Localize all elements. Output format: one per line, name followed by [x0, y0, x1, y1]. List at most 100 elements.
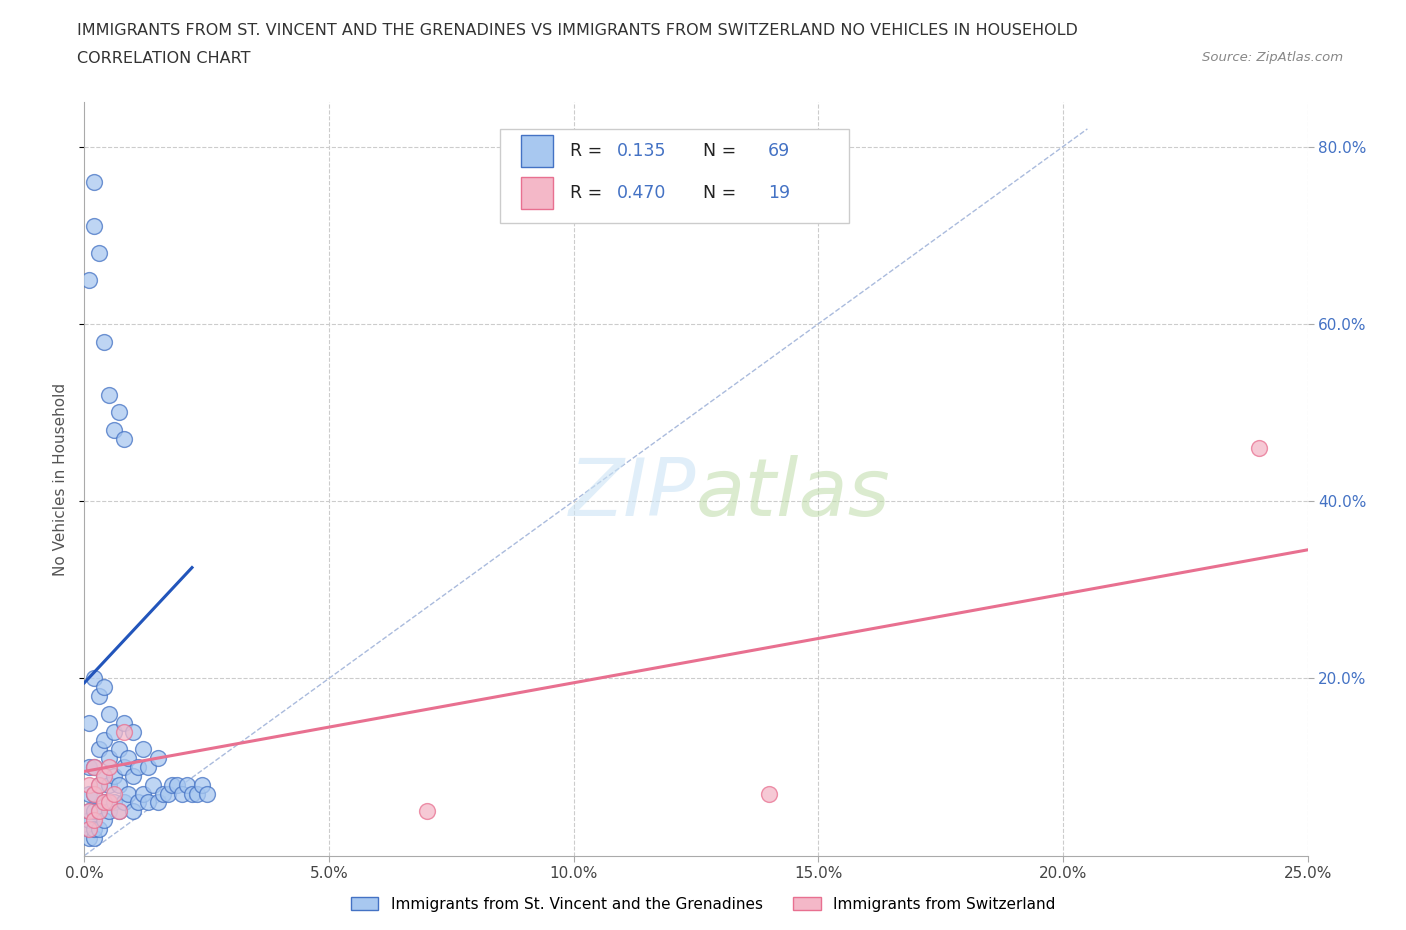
Point	[83, 830, 105, 845]
Point	[77, 804, 100, 818]
Point	[136, 795, 159, 810]
Point	[122, 724, 145, 739]
Point	[93, 795, 115, 810]
Point	[186, 786, 208, 801]
Point	[83, 821, 105, 836]
Point	[97, 760, 120, 775]
Point	[87, 777, 110, 792]
Point	[156, 786, 179, 801]
Point	[93, 795, 115, 810]
Point	[93, 813, 115, 828]
Point	[127, 795, 149, 810]
Text: atlas: atlas	[696, 455, 891, 533]
Point	[97, 795, 120, 810]
Point	[93, 334, 115, 349]
Y-axis label: No Vehicles in Household: No Vehicles in Household	[53, 382, 69, 576]
Point	[87, 777, 110, 792]
Point	[83, 813, 105, 828]
Point	[93, 768, 115, 783]
Point	[166, 777, 188, 792]
Point	[127, 760, 149, 775]
Point	[1247, 441, 1270, 456]
Point	[97, 707, 120, 722]
Point	[97, 777, 120, 792]
Text: Source: ZipAtlas.com: Source: ZipAtlas.com	[1202, 51, 1343, 64]
Point	[146, 795, 169, 810]
Point	[77, 272, 100, 287]
Point	[93, 768, 115, 783]
Point	[87, 821, 110, 836]
Point	[97, 387, 120, 402]
Point	[103, 423, 125, 438]
Point	[117, 751, 139, 765]
Point	[132, 786, 155, 801]
Point	[172, 786, 194, 801]
Point	[83, 786, 105, 801]
Point	[93, 733, 115, 748]
Legend: Immigrants from St. Vincent and the Grenadines, Immigrants from Switzerland: Immigrants from St. Vincent and the Gren…	[344, 890, 1062, 918]
Text: R =: R =	[569, 184, 607, 202]
Point	[122, 804, 145, 818]
Point	[77, 821, 100, 836]
Text: IMMIGRANTS FROM ST. VINCENT AND THE GRENADINES VS IMMIGRANTS FROM SWITZERLAND NO: IMMIGRANTS FROM ST. VINCENT AND THE GREN…	[77, 23, 1078, 38]
Point	[77, 715, 100, 730]
Point	[146, 751, 169, 765]
Point	[107, 804, 129, 818]
Point	[142, 777, 165, 792]
Text: N =: N =	[692, 142, 742, 160]
Text: ZIP: ZIP	[568, 455, 696, 533]
Point	[103, 786, 125, 801]
Point	[181, 786, 204, 801]
Point	[77, 786, 100, 801]
Point	[77, 813, 100, 828]
Point	[77, 830, 100, 845]
Text: 0.470: 0.470	[616, 184, 666, 202]
Point	[77, 777, 100, 792]
FancyBboxPatch shape	[501, 128, 849, 223]
Point	[195, 786, 218, 801]
Text: 0.135: 0.135	[616, 142, 666, 160]
Point	[176, 777, 198, 792]
Point	[77, 821, 100, 836]
Point	[83, 804, 105, 818]
Point	[152, 786, 174, 801]
Text: CORRELATION CHART: CORRELATION CHART	[77, 51, 250, 66]
Bar	[522, 136, 553, 167]
Point	[83, 671, 105, 685]
Point	[87, 688, 110, 703]
Point	[83, 786, 105, 801]
Point	[103, 795, 125, 810]
Point	[112, 432, 135, 446]
Point	[83, 219, 105, 233]
Bar	[522, 177, 553, 208]
Point	[103, 768, 125, 783]
Point	[112, 724, 135, 739]
Point	[112, 715, 135, 730]
Point	[87, 742, 110, 757]
Point	[93, 680, 115, 695]
Point	[87, 804, 110, 818]
Point	[112, 795, 135, 810]
Point	[117, 786, 139, 801]
Point	[107, 804, 129, 818]
Point	[83, 760, 105, 775]
Point	[416, 804, 439, 818]
Point	[107, 777, 129, 792]
Point	[83, 760, 105, 775]
Point	[122, 768, 145, 783]
Point	[103, 724, 125, 739]
Text: 19: 19	[768, 184, 790, 202]
Point	[136, 760, 159, 775]
Point	[758, 786, 780, 801]
Point	[97, 751, 120, 765]
Point	[77, 804, 100, 818]
Point	[97, 804, 120, 818]
Text: N =: N =	[692, 184, 742, 202]
Text: R =: R =	[569, 142, 607, 160]
Point	[77, 760, 100, 775]
Point	[191, 777, 214, 792]
Point	[87, 246, 110, 260]
Point	[83, 175, 105, 190]
Text: 69: 69	[768, 142, 790, 160]
Point	[107, 405, 129, 420]
